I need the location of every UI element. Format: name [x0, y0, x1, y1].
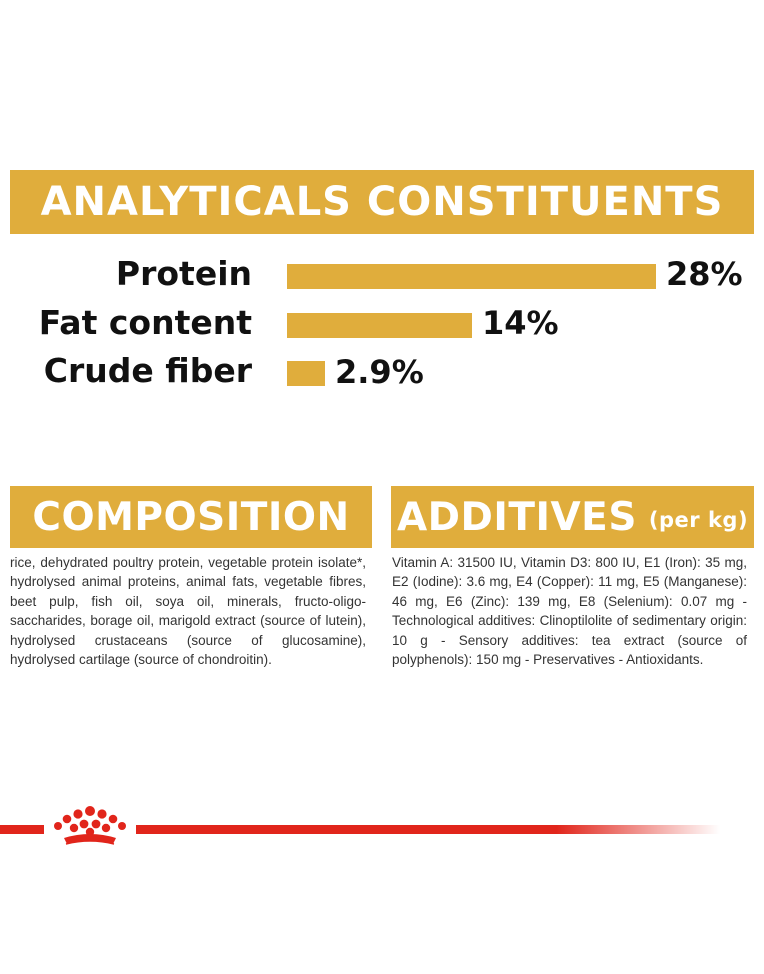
analytics-header: ANALYTICALS CONSTITUENTS	[10, 170, 754, 234]
crude-fiber-label: Crude fiber	[43, 351, 252, 390]
composition-text: rice, dehydrated poultry protein, vegeta…	[10, 555, 366, 668]
protein-label: Protein	[115, 254, 252, 293]
footer-line-left	[0, 825, 44, 834]
composition-header: COMPOSITION	[10, 486, 372, 548]
royal-canin-crown-icon	[54, 806, 126, 845]
additives-text: Vitamin A: 31500 IU, Vitamin D3: 800 IU,…	[392, 555, 747, 668]
additives-title: ADDITIVES	[396, 494, 637, 540]
fat-content-bar	[287, 313, 472, 338]
composition-title: COMPOSITION	[32, 494, 350, 540]
crude-fiber-value: 2.9%	[335, 353, 424, 391]
crude-fiber-bar	[287, 361, 325, 386]
fat-content-label: Fat content	[38, 303, 252, 342]
protein-bar	[287, 264, 656, 289]
footer-line-right	[136, 825, 720, 834]
additives-header: ADDITIVES (per kg)	[391, 486, 754, 548]
additives-unit: (per kg)	[648, 508, 749, 532]
fat-content-value: 14%	[482, 304, 559, 342]
protein-value: 28%	[666, 255, 743, 293]
analytics-title: ANALYTICALS CONSTITUENTS	[40, 179, 724, 225]
